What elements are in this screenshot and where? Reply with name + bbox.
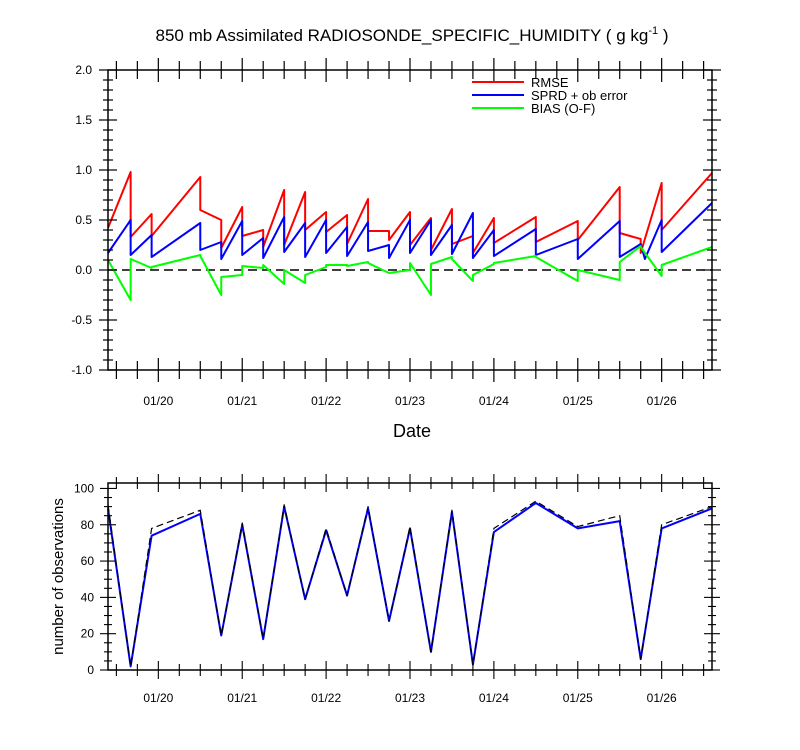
x-tick-label: 01/26 — [647, 691, 677, 705]
x-axis: 01/20 01/21 01/22 01/23 01/24 01/25 01/26 — [115, 474, 705, 705]
series-line-assimilated — [107, 501, 713, 668]
y-tick-label: 100 — [74, 481, 94, 495]
chart-title-main: 850 mb Assimilated RADIOSONDE_SPECIFIC_H… — [156, 26, 649, 45]
legend-label: SPRD + ob error — [531, 88, 628, 103]
x-tick-label: 01/23 — [395, 394, 425, 408]
y-tick-label: 80 — [81, 518, 95, 532]
series-group — [107, 171, 713, 301]
series-line-bias-o-f — [107, 245, 713, 301]
y-tick-label: -1.0 — [71, 363, 92, 377]
y-axis: 0 20 40 60 80 100 — [74, 481, 720, 677]
y-tick-label: 2.0 — [75, 63, 92, 77]
y-tick-label: -0.5 — [71, 313, 92, 327]
series-line-sprd-ob-error — [107, 202, 713, 260]
y-tick-label: 0.0 — [75, 263, 92, 277]
chart-title: 850 mb Assimilated RADIOSONDE_SPECIFIC_H… — [156, 25, 669, 45]
x-tick-label: 01/25 — [563, 394, 593, 408]
y-tick-label: 40 — [81, 590, 95, 604]
x-tick-label: 01/20 — [143, 691, 173, 705]
series-line-rmse — [107, 171, 713, 254]
y-tick-label: 60 — [81, 554, 95, 568]
x-tick-label: 01/21 — [227, 394, 257, 408]
x-axis: 01/20 01/21 01/22 01/23 01/24 01/25 01/26 — [115, 58, 705, 408]
x-axis-title: Date — [393, 421, 431, 441]
series-group — [107, 500, 713, 668]
x-tick-label: 01/24 — [479, 394, 509, 408]
x-tick-label: 01/23 — [395, 691, 425, 705]
y-axis-title: number of observations — [50, 498, 67, 655]
chart-title-suffix: ) — [658, 26, 668, 45]
humidity-stats-panel: 850 mb Assimilated RADIOSONDE_SPECIFIC_H… — [71, 25, 721, 441]
y-tick-label: 1.0 — [75, 163, 92, 177]
y-axis: -1.0 -0.5 0.0 0.5 1.0 1.5 2.0 — [71, 63, 721, 377]
y-tick-label: 0.5 — [75, 213, 92, 227]
y-tick-label: 20 — [81, 627, 95, 641]
y-tick-label: 1.5 — [75, 113, 92, 127]
legend-label: BIAS (O-F) — [531, 101, 595, 116]
x-tick-label: 01/20 — [143, 394, 173, 408]
x-tick-label: 01/24 — [479, 691, 509, 705]
legend-label: RMSE — [531, 75, 569, 90]
y-tick-label: 0 — [87, 663, 94, 677]
chart-title-superscript: -1 — [648, 25, 658, 37]
x-tick-label: 01/25 — [563, 691, 593, 705]
x-tick-label: 01/22 — [311, 394, 341, 408]
x-tick-label: 01/21 — [227, 691, 257, 705]
x-tick-label: 01/26 — [647, 394, 677, 408]
x-tick-label: 01/22 — [311, 691, 341, 705]
